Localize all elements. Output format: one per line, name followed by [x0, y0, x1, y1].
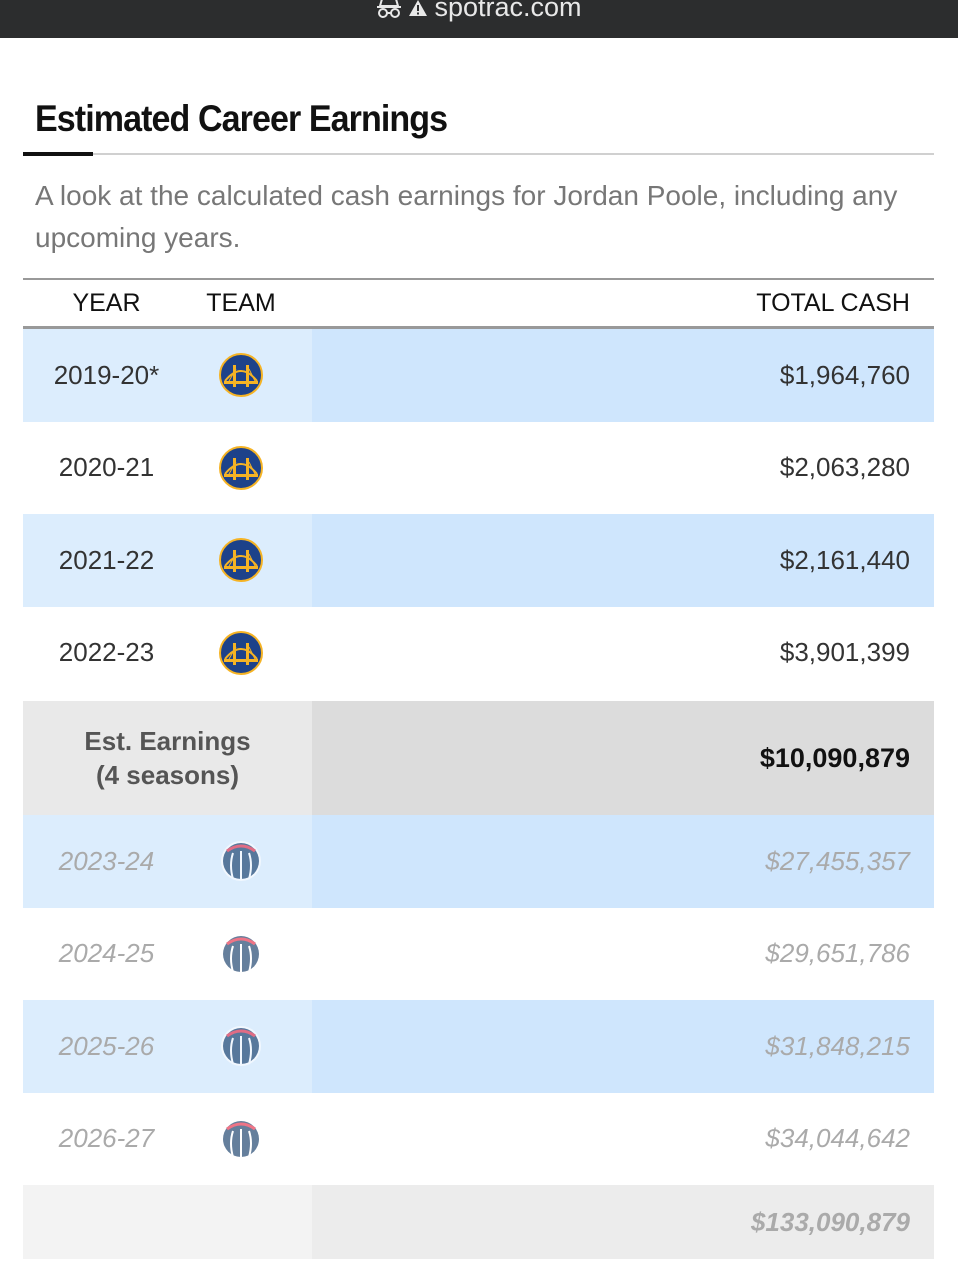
section-description: A look at the calculated cash earnings f…: [35, 180, 898, 253]
table-header: YEAR TEAM TOTAL CASH: [23, 280, 934, 329]
row-left-cells: 2020-21: [23, 422, 312, 515]
grand-total-row: $133,090,879: [23, 1185, 934, 1259]
row-total-cash: $29,651,786: [765, 938, 910, 969]
row-total-cash: $34,044,642: [765, 1123, 910, 1154]
wizards-logo-icon[interactable]: [180, 839, 302, 883]
wizards-logo-icon[interactable]: [180, 1117, 302, 1161]
browser-address-bar[interactable]: spotrac.com: [0, 0, 958, 38]
row-total-cash: $2,161,440: [312, 514, 934, 607]
row-year: 2022-23: [58, 637, 155, 668]
title-accent-bar: [23, 152, 93, 156]
table-row: 2022-23 $3,901,399: [23, 607, 934, 700]
grand-total-value: $133,090,879: [312, 1185, 934, 1259]
row-left-cells: 2019-20*: [23, 329, 312, 422]
earnings-table: YEAR TEAM TOTAL CASH 2019-20* $1,964,760 2…: [23, 278, 934, 1259]
subtotal-value: $10,090,879: [312, 701, 934, 815]
wizards-logo-icon[interactable]: [180, 932, 302, 976]
grand-total-label-cell: [23, 1185, 312, 1259]
warriors-logo-icon[interactable]: [180, 353, 302, 398]
row-year: 2019-20*: [53, 359, 160, 390]
row-left-cells: 2026-27: [23, 1093, 312, 1186]
row-year: 2025-26: [58, 1030, 155, 1061]
table-row: 2024-25 $29,651,786: [23, 908, 934, 1001]
row-total-cash: $1,964,760: [312, 329, 934, 422]
row-year: 2020-21: [58, 452, 155, 483]
url-display[interactable]: spotrac.com: [376, 0, 582, 22]
table-row: 2020-21 $2,063,280: [23, 422, 934, 515]
row-left-cells: 2024-25: [23, 908, 312, 1001]
warriors-logo-icon[interactable]: [180, 538, 302, 583]
url-text: spotrac.com: [434, 0, 582, 22]
table-row: 2025-26 $31,848,215: [23, 1000, 934, 1093]
row-total-cash: $3,901,399: [779, 637, 910, 668]
row-year: 2021-22: [58, 544, 155, 575]
subtotal-label: Est. Earnings (4 seasons): [23, 701, 312, 815]
incognito-icon: [377, 0, 402, 18]
row-year: 2024-25: [58, 938, 155, 969]
warning-icon: [409, 0, 428, 16]
table-row: 2023-24 $27,455,357: [23, 815, 934, 908]
table-row: 2019-20* $1,964,760: [23, 329, 934, 422]
row-year: 2023-24: [58, 845, 155, 876]
row-total-cash: $2,063,280: [779, 452, 910, 483]
row-left-cells: 2021-22: [23, 514, 312, 607]
title-divider: [23, 153, 934, 155]
row-left-cells: 2022-23: [23, 607, 312, 700]
column-header-total-cash[interactable]: TOTAL CASH: [756, 288, 910, 317]
section-title: Estimated Career Earnings: [35, 98, 448, 139]
est-earnings-subtotal-row: Est. Earnings (4 seasons) $10,090,879: [23, 701, 934, 815]
wizards-logo-icon[interactable]: [180, 1024, 302, 1068]
column-header-team[interactable]: TEAM: [206, 288, 276, 317]
row-total-cash: $31,848,215: [312, 1000, 934, 1093]
table-row: 2021-22 $2,161,440: [23, 514, 934, 607]
row-year: 2026-27: [58, 1123, 155, 1154]
column-header-year[interactable]: YEAR: [72, 288, 141, 317]
subtotal-label-line2: (4 seasons): [95, 760, 240, 790]
row-left-cells: 2025-26: [23, 1000, 312, 1093]
row-left-cells: 2023-24: [23, 815, 312, 908]
warriors-logo-icon[interactable]: [180, 630, 302, 675]
table-row: 2026-27 $34,044,642: [23, 1093, 934, 1186]
row-total-cash: $27,455,357: [312, 815, 934, 908]
subtotal-label-line1: Est. Earnings: [84, 726, 251, 756]
warriors-logo-icon[interactable]: [180, 445, 302, 490]
